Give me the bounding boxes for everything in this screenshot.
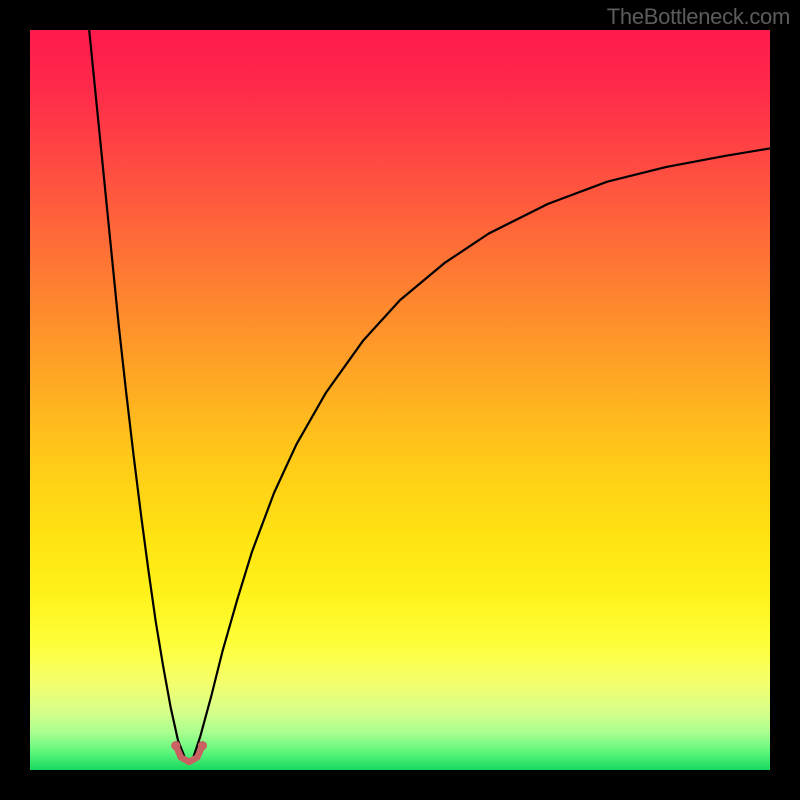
connector-dot <box>198 741 207 750</box>
connector-end-dots <box>171 741 207 750</box>
left-curve <box>89 30 185 759</box>
bottom-connector <box>176 746 203 762</box>
curves-layer <box>30 30 770 770</box>
chart-frame: TheBottleneck.com <box>0 0 800 800</box>
plot-area <box>30 30 770 770</box>
right-curve <box>193 148 770 759</box>
connector-dot <box>171 741 180 750</box>
attribution-text: TheBottleneck.com <box>607 4 790 30</box>
